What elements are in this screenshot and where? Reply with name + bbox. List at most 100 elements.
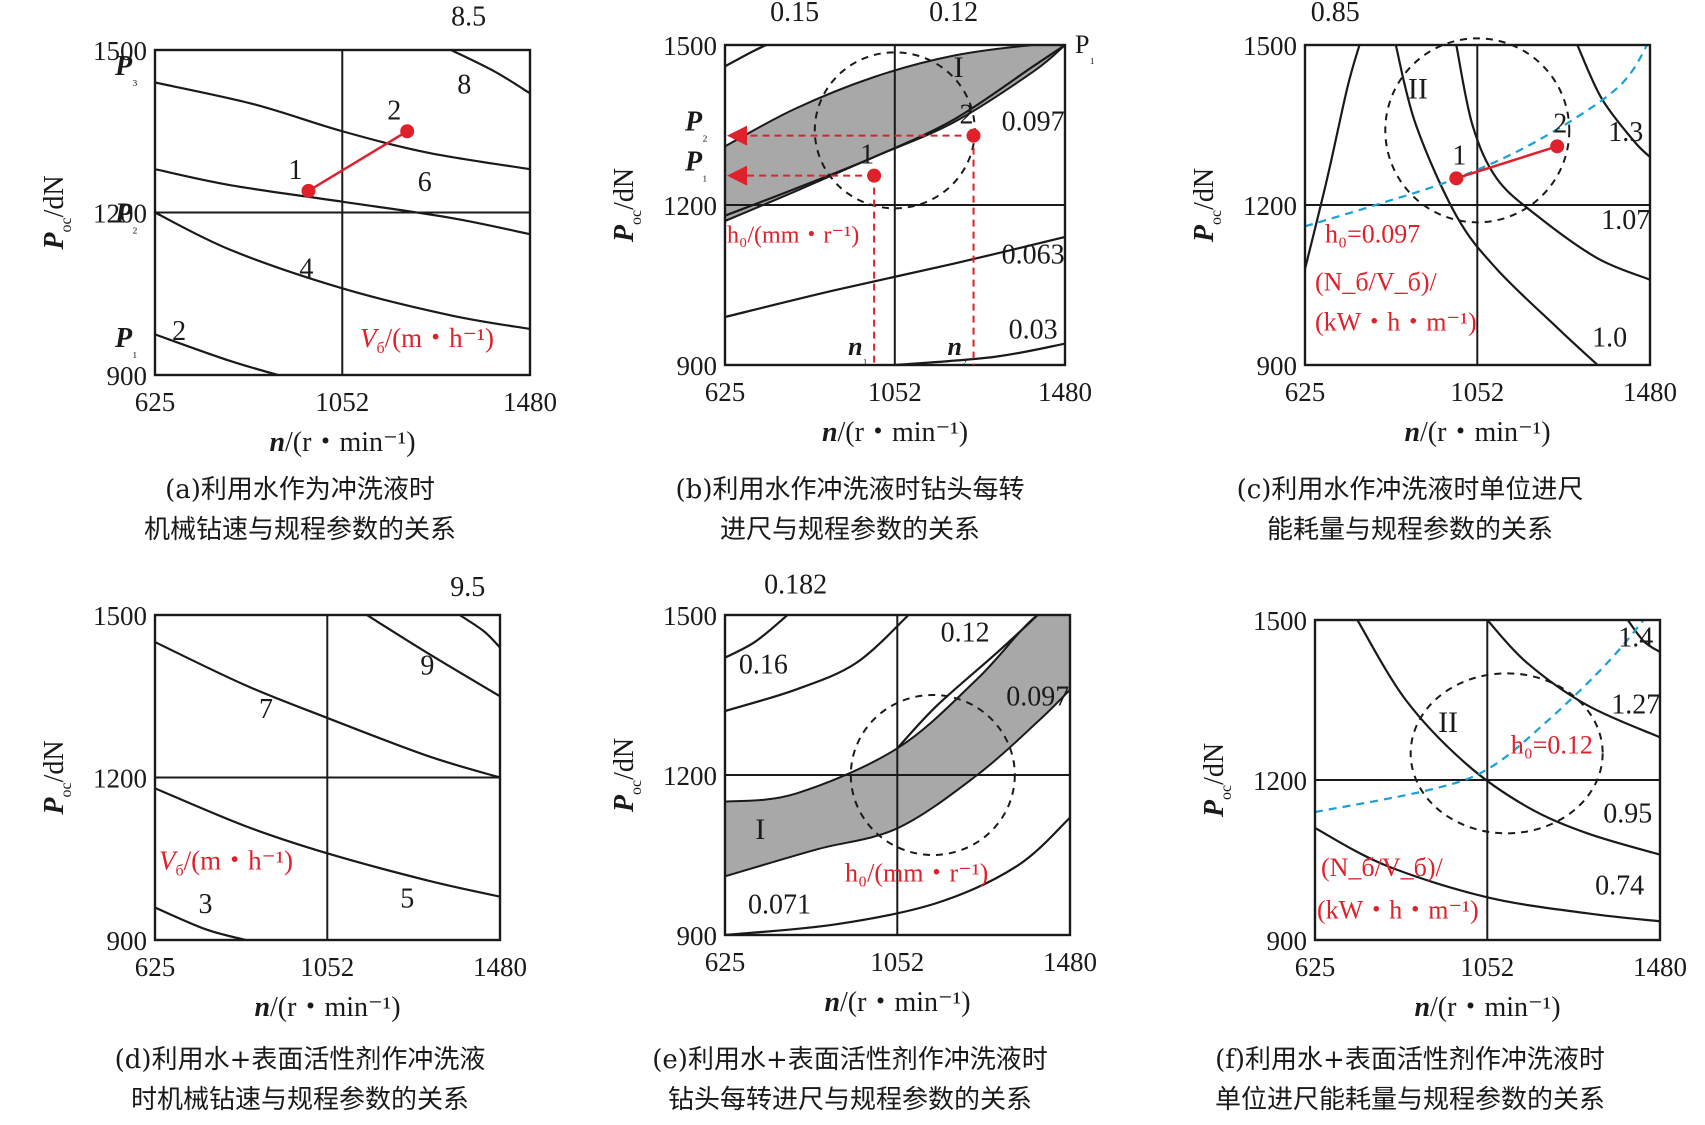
point-label: 2: [960, 100, 974, 131]
band-label: I: [755, 813, 765, 846]
contour-line-0.15: [725, 45, 770, 68]
contour-line-0.16: [725, 615, 910, 713]
contour-label: 9: [420, 651, 434, 682]
contour-label: 0.85: [1311, 0, 1360, 28]
point-label: 1: [289, 155, 303, 186]
contour-label: 0.03: [1009, 314, 1058, 345]
contour-line-7: [155, 641, 500, 779]
y-tick-label: 1200: [663, 761, 717, 791]
contour-line-8.5: [450, 50, 530, 95]
legend-label: (N_б/V_б)/: [1321, 853, 1444, 882]
region-label: II: [1438, 706, 1458, 739]
caption-d: (d)利用水+表面活性剂作冲洗液 时机械钻速与规程参数的关系: [114, 1045, 486, 1115]
caption-c: (c)利用水作冲洗液时单位进尺 能耗量与规程参数的关系: [1236, 475, 1584, 545]
contour-line-0.85: [1305, 45, 1361, 270]
y-axis-label: Poc/dN: [609, 168, 645, 243]
x-axis-label: n/(r・min⁻¹): [824, 987, 970, 1018]
contour-line-9.5: [459, 615, 500, 649]
contour-label: 2: [172, 316, 186, 347]
p-level-label: P₁: [114, 323, 138, 359]
n-mark-label: n₂: [948, 332, 968, 366]
contour-line-0.95: [1356, 620, 1660, 856]
plot-frame: [723, 613, 1072, 937]
y-axis-label: Poc/dN: [1189, 168, 1225, 243]
x-tick-label: 1480: [473, 952, 527, 982]
contour-label: 0.16: [739, 650, 788, 681]
band-label: I: [954, 51, 964, 84]
y-axis-label: Poc/dN: [609, 738, 645, 813]
x-tick-label: 1480: [1043, 947, 1097, 977]
p-level-label: P₃: [114, 51, 138, 87]
contour-label: 0.182: [764, 570, 827, 601]
chart-panel-a: 625 1052 1480 900 1200 1500 n/(r・min⁻¹) Poc/dN 2…: [39, 2, 557, 458]
legend-label: h₀/(mm・r⁻¹): [845, 859, 988, 888]
contour-line-8: [155, 81, 530, 171]
contour-line-0.182: [725, 615, 789, 659]
contour-label: 6: [418, 167, 432, 198]
y-tick-label: 1500: [1243, 31, 1297, 61]
contour-line-4: [155, 211, 530, 331]
dashed-curve-h0: [1305, 45, 1649, 228]
caption-a: (a)利用水作为冲洗液时 机械钻速与规程参数的关系: [143, 475, 456, 545]
caption-e: (e)利用水+表面活性剂作冲洗液时 钻头每转进尺与规程参数的关系: [652, 1045, 1048, 1115]
contour-line-0.74: [1315, 827, 1660, 923]
x-tick-label: 1052: [315, 387, 369, 417]
contour-line-1.4: [1626, 620, 1660, 653]
p-level-label: P₂: [684, 107, 708, 143]
segment-1-2: [1455, 145, 1558, 180]
point-label: 2: [1553, 108, 1567, 139]
contour-label: 0.063: [1002, 240, 1065, 271]
caption-f: (f)利用水+表面活性剂作冲洗液时 单位进尺能耗量与规程参数的关系: [1214, 1045, 1605, 1115]
x-tick-label: 1052: [300, 952, 354, 982]
data-point-2: [966, 128, 981, 143]
contour-label: 7: [259, 694, 273, 725]
contour-label: 8.5: [451, 2, 486, 33]
contour-label: 1.0: [1592, 322, 1627, 353]
x-axis-label: n/(r・min⁻¹): [254, 992, 400, 1023]
contour-label: 5: [400, 884, 414, 915]
contour-label: 0.071: [748, 890, 811, 921]
dashed-curve-label: h₀=0.12: [1511, 730, 1593, 759]
y-tick-label: 1200: [93, 199, 147, 229]
contour-line-3: [155, 906, 247, 940]
x-tick-label: 1052: [870, 947, 924, 977]
dashed-curve-h0: [1315, 620, 1645, 814]
y-axis-label: Poc/dN: [39, 740, 75, 815]
data-point-1: [867, 168, 882, 183]
contour-label: 0.097: [1002, 106, 1065, 137]
contour-label: 4: [299, 254, 313, 285]
plot-frame: [1313, 618, 1662, 942]
dashed-circle-region: [1384, 37, 1571, 224]
y-tick-label: 900: [1257, 351, 1298, 381]
x-axis-label: n/(r・min⁻¹): [1414, 992, 1560, 1023]
contour-label: 9.5: [450, 572, 485, 603]
y-tick-label: 1200: [1253, 766, 1307, 796]
x-tick-label: 625: [1295, 952, 1336, 982]
y-tick-label: 1200: [663, 191, 717, 221]
n-mark-label: n₁: [848, 332, 868, 366]
p-level-label: P₁: [684, 147, 708, 183]
contour-line-9: [366, 615, 500, 698]
point-label: 2: [387, 95, 401, 126]
contour-line-5: [155, 787, 500, 898]
data-point-2: [1550, 139, 1565, 154]
x-tick-label: 1480: [503, 387, 557, 417]
chart-panel-b: 625 1052 1480 900 1200 1500 n/(r・min⁻¹) Poc/dN 0…: [609, 0, 1095, 448]
contour-line-0.063: [725, 235, 1065, 319]
dashed-curve-label: h₀=0.097: [1325, 219, 1420, 248]
chart-panel-d: 625 1052 1480 900 1200 1500 n/(r・min⁻¹) Poc/dN 3…: [39, 572, 527, 1023]
shaded-region-band: [725, 615, 1070, 878]
contour-line-0.03: [894, 342, 1065, 365]
point-label: 1: [1452, 140, 1466, 171]
contour-label: 1.4: [1618, 623, 1653, 654]
x-tick-label: 625: [135, 387, 176, 417]
y-axis-label: Poc/dN: [39, 175, 75, 250]
dashed-circle-region: [849, 694, 1016, 856]
x-tick-label: 1052: [1450, 377, 1504, 407]
y-tick-label: 900: [1267, 926, 1308, 956]
chart-panel-c: 625 1052 1480 900 1200 1500 n/(r・min⁻¹) Poc/dN 0…: [1189, 0, 1677, 448]
contour-label: 0.74: [1595, 871, 1644, 902]
contour-line-1.0: [1394, 45, 1599, 365]
segment-1-2: [307, 130, 408, 192]
